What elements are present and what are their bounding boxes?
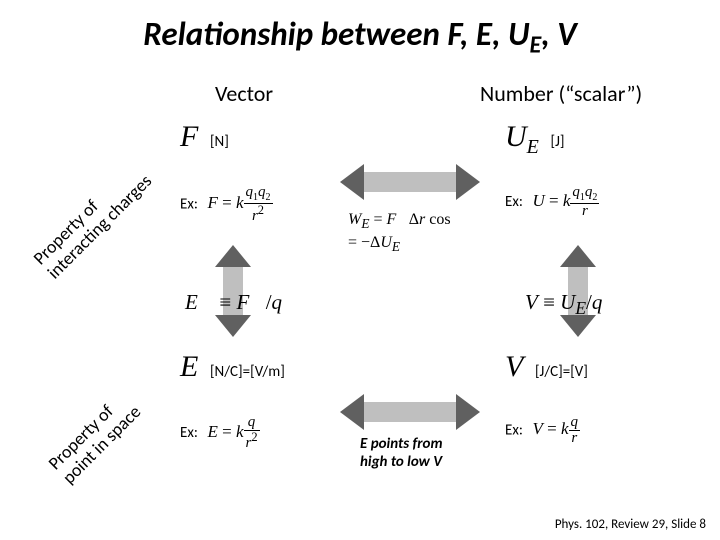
unit-F: [N] [210,133,229,151]
symbol-F: F [180,120,198,153]
unit-UE: [J] [551,133,565,151]
cell-E: E [N/C]=[V/m] [180,350,285,384]
eq-V: V = kqr [532,419,580,438]
eq-F: F = kq1q2r2 [207,193,272,212]
cell-UE: UE [J] [505,120,565,159]
ex-V: Ex: V = kqr [505,415,580,446]
eq-UE: U = kq1q2r [532,191,599,210]
eq-Vpot: V ≡ UE/q [525,290,602,319]
slide-footer: Phys. 102, Review 29, Slide 8 [555,517,706,532]
eq-Efield: E⃗ ≡ F⃗/q [185,290,282,315]
col-header-scalar: Number (“scalar”) [480,80,642,107]
ex-UE: Ex: U = kq1q2r [505,185,599,219]
row-label-space: Property ofpoint in space [45,388,145,488]
symbol-E: E [180,350,198,383]
arrow-E-V [340,390,480,434]
cell-V: V [J/C]=[V] [505,350,588,384]
note-E-direction: E points fromhigh to low V [360,435,443,471]
ex-E: Ex: E = kqr2 [180,415,260,451]
eq-WE: WE = F⃗Δr cos= −ΔUE [348,210,451,255]
col-header-vector: Vector [215,80,273,107]
slide: Relationship between F, E, UE, V Vector … [0,0,720,540]
symbol-UE: UE [505,120,539,153]
eq-E: E = kqr2 [207,422,259,441]
row-label-charges: Property ofinteracting charges [30,157,156,283]
arrow-F-UE [340,160,480,204]
unit-E: [N/C]=[V/m] [210,363,285,381]
slide-title: Relationship between F, E, UE, V [0,14,720,60]
cell-F: F [N] [180,120,229,154]
ex-F: Ex: F = kq1q2r2 [180,185,273,224]
symbol-V: V [505,350,523,383]
unit-V: [J/C]=[V] [535,363,588,381]
